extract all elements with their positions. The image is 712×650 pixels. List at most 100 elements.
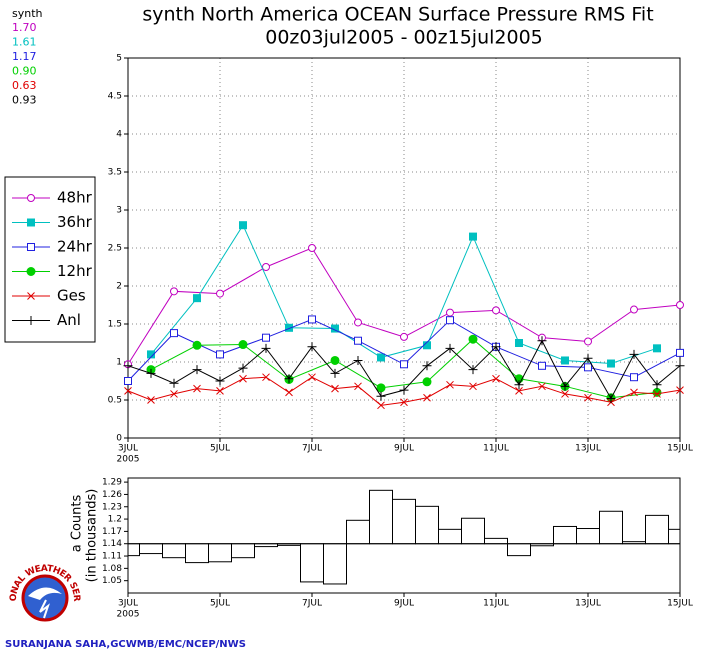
marker — [192, 340, 202, 350]
marker — [468, 334, 478, 344]
stats-value: 1.17 — [12, 50, 37, 63]
marker — [27, 243, 35, 251]
x-sublabel: 2005 — [117, 610, 140, 620]
stats-title: synth — [12, 7, 43, 20]
marker — [216, 350, 224, 359]
marker — [400, 360, 408, 369]
marker — [354, 336, 362, 345]
marker — [561, 356, 569, 365]
marker — [584, 337, 592, 346]
stats-value: 0.93 — [12, 94, 37, 107]
marker — [676, 386, 684, 394]
x-tick-label: 11JUL — [483, 444, 509, 454]
marker — [445, 343, 455, 353]
logo-bolt — [39, 599, 50, 619]
x-sublabel: 2005 — [117, 455, 140, 465]
marker — [27, 218, 35, 227]
marker — [514, 380, 524, 390]
y-tick-label: 4.5 — [108, 92, 122, 102]
marker — [284, 374, 294, 384]
marker — [354, 318, 362, 327]
x-tick-label: 7JUL — [302, 444, 322, 454]
y-axis-label: (in thousands) — [85, 489, 100, 583]
marker — [629, 349, 639, 359]
marker — [308, 244, 316, 252]
marker — [400, 332, 408, 341]
y-tick-label: 1.11 — [102, 552, 122, 562]
marker — [515, 387, 523, 395]
marker — [262, 263, 270, 271]
marker — [331, 384, 339, 393]
y-tick-label: 1.29 — [102, 478, 122, 488]
marker — [308, 373, 316, 382]
marker — [492, 374, 500, 383]
y-tick-label: 1.17 — [102, 527, 122, 537]
marker — [124, 387, 132, 395]
legend-label: 24hr — [57, 238, 93, 256]
x-tick-label: 7JUL — [302, 599, 322, 609]
marker — [376, 383, 386, 393]
stats-value: 0.63 — [12, 79, 37, 92]
marker — [676, 348, 684, 357]
marker — [446, 316, 454, 325]
stats-value: 1.61 — [12, 36, 37, 49]
legend-label: 48hr — [57, 189, 93, 207]
marker — [261, 343, 271, 353]
marker — [192, 365, 202, 375]
marker — [652, 380, 662, 390]
logo-cloud — [28, 587, 62, 600]
series-line — [150, 338, 658, 399]
series-line — [150, 224, 658, 365]
x-tick-label: 13JUL — [575, 444, 601, 454]
x-tick-label: 9JUL — [394, 599, 414, 609]
marker — [423, 393, 431, 402]
marker — [285, 323, 293, 332]
legend-label: 36hr — [57, 213, 93, 231]
marker — [170, 287, 178, 296]
stats-value: 0.90 — [12, 65, 37, 78]
marker — [193, 384, 201, 393]
marker — [469, 232, 477, 241]
legend-box — [4, 176, 96, 343]
marker — [422, 361, 432, 371]
marker — [446, 380, 454, 389]
marker — [262, 373, 270, 382]
marker — [238, 363, 248, 373]
marker — [354, 382, 362, 391]
marker — [423, 341, 431, 350]
chart-subtitle: 00z03jul2005 - 00z15jul2005 — [265, 27, 543, 49]
marker — [653, 390, 661, 398]
marker — [216, 289, 224, 298]
marker — [26, 316, 36, 325]
marker — [400, 398, 408, 407]
marker — [216, 387, 224, 395]
x-tick-label: 9JUL — [394, 444, 414, 454]
y-tick-label: 3 — [116, 206, 122, 216]
marker — [170, 390, 178, 398]
marker — [124, 377, 132, 385]
legend-label: 12hr — [57, 262, 93, 280]
marker — [147, 350, 155, 359]
marker — [515, 339, 523, 347]
y-tick-label: 3.5 — [108, 168, 122, 178]
marker — [307, 342, 317, 352]
y-tick-label: 2 — [116, 282, 122, 292]
marker — [469, 382, 477, 391]
stats-value: 1.70 — [12, 21, 37, 34]
marker — [146, 368, 156, 378]
marker — [377, 401, 385, 410]
marker — [239, 221, 247, 230]
y-tick-label: 1.23 — [102, 502, 122, 512]
y-tick-label: 0.5 — [108, 396, 122, 406]
marker — [285, 388, 293, 397]
marker — [169, 378, 179, 388]
marker — [538, 361, 546, 370]
marker — [675, 361, 685, 371]
x-tick-label: 5JUL — [210, 444, 230, 454]
marker — [330, 368, 340, 378]
marker — [238, 340, 248, 350]
x-tick-label: 5JUL — [210, 599, 230, 609]
y-tick-label: 2.5 — [108, 244, 122, 254]
marker — [239, 374, 247, 383]
